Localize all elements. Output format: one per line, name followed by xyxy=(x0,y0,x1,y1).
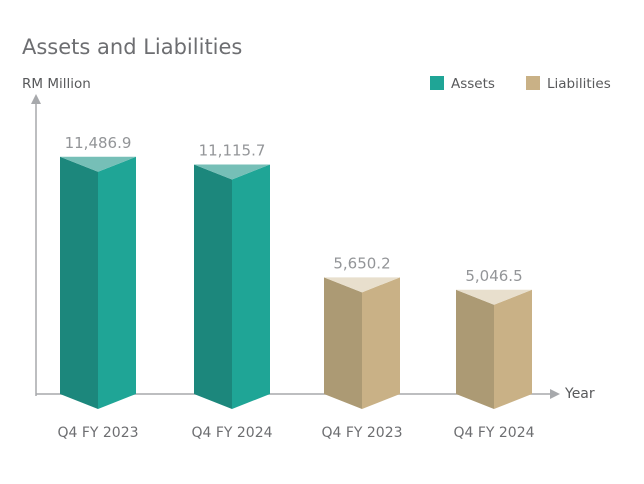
x-tick-label: Q4 FY 2024 xyxy=(453,425,534,441)
bar-top-face xyxy=(60,156,136,172)
data-label: 5,650.2 xyxy=(333,254,390,272)
bar-side-face xyxy=(324,277,362,409)
bars: 11,486.9 Q4 FY 2023 11,115.7 Q4 FY 2024 5,65… xyxy=(57,134,534,441)
bar-top-face xyxy=(194,164,270,180)
bar-side-face xyxy=(60,156,98,409)
bar xyxy=(456,289,532,409)
legend-label-assets: Assets xyxy=(451,76,495,92)
bar xyxy=(60,156,136,409)
data-label: 11,486.9 xyxy=(65,134,132,152)
bar-side-face xyxy=(194,164,232,409)
bar xyxy=(194,164,270,409)
bar-front-face xyxy=(494,289,532,409)
bar-front-face xyxy=(98,156,136,409)
x-tick-label: Q4 FY 2024 xyxy=(191,425,272,441)
data-label: 5,046.5 xyxy=(465,267,522,285)
y-axis-label: RM Million xyxy=(22,76,91,92)
chart-title: Assets and Liabilities xyxy=(22,35,242,59)
y-axis-arrow xyxy=(31,94,41,104)
legend: Assets Liabilities xyxy=(430,76,611,92)
bar-front-face xyxy=(362,277,400,409)
bar-top-face xyxy=(324,277,400,293)
bar-front-face xyxy=(232,164,270,409)
x-tick-label: Q4 FY 2023 xyxy=(57,425,138,441)
legend-swatch-assets xyxy=(430,76,444,90)
x-axis-arrow xyxy=(550,389,560,399)
x-axis-label: Year xyxy=(564,386,595,402)
legend-swatch-liabilities xyxy=(526,76,540,90)
bar-top-face xyxy=(456,289,532,305)
bar-side-face xyxy=(456,289,494,409)
legend-label-liabilities: Liabilities xyxy=(547,76,611,92)
bar xyxy=(324,277,400,409)
x-tick-label: Q4 FY 2023 xyxy=(321,425,402,441)
data-label: 11,115.7 xyxy=(199,141,266,159)
